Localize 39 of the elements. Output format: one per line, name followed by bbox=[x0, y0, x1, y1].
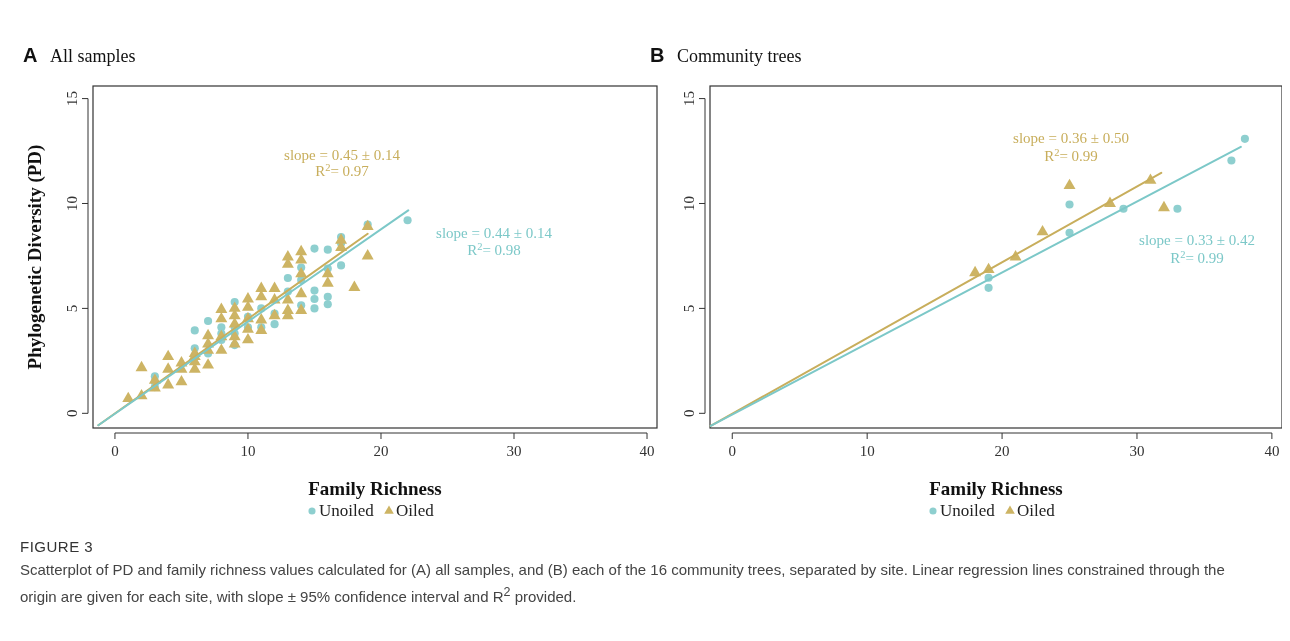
caption: FIGURE 3 bbox=[20, 538, 95, 555]
y-tick-label: 5 bbox=[681, 304, 697, 313]
x-tick-label: 30 bbox=[506, 443, 522, 459]
annotation: slope = 0.33 ± 0.42 bbox=[1139, 232, 1255, 248]
y-tick-label: 5 bbox=[64, 304, 80, 313]
x-axis-title: Family Richness bbox=[929, 478, 1063, 499]
x-tick-label: 10 bbox=[859, 443, 875, 459]
annotation: slope = 0.44 ± 0.14 bbox=[436, 225, 553, 241]
y-tick-label: 0 bbox=[681, 409, 697, 418]
annotation: R$^{2}$= 0.99 bbox=[1044, 146, 1098, 164]
annotation: slope = 0.45 ± 0.14 bbox=[284, 147, 401, 163]
x-tick-label: 0 bbox=[728, 443, 737, 459]
chart-subtitle: Community trees bbox=[677, 46, 802, 66]
legend-label: Unoiled bbox=[319, 501, 375, 520]
x-tick-label: 30 bbox=[1129, 443, 1145, 459]
x-tick-label: 0 bbox=[111, 443, 119, 459]
y-axis-title: Phylogenetic Diversity (PD) bbox=[24, 144, 46, 370]
annotation: R$^{2}$= 0.97 bbox=[315, 161, 370, 179]
text: Scatterplot of PD and family richness values calculated for (A) all samples, and (B) each of the 16 community trees, separated by site. Linear regression lines constrained through the origin are given for each site, with slope ± 95% confidence interval and R$^{2}$ provided. bbox=[20, 560, 1226, 607]
x-tick-label: 20 bbox=[373, 443, 389, 459]
x-axis-title: Family Richness bbox=[308, 478, 442, 499]
x-tick-label: 40 bbox=[639, 443, 655, 459]
y-tick-label: 15 bbox=[64, 91, 80, 107]
chart-title: A bbox=[23, 44, 38, 66]
x-tick-label: 20 bbox=[994, 443, 1010, 459]
chart-subtitle: All samples bbox=[50, 46, 136, 66]
annotation: R$^{2}$= 0.98 bbox=[467, 240, 521, 258]
y-tick-label: 15 bbox=[681, 91, 697, 107]
x-tick-label: 10 bbox=[240, 443, 256, 459]
annotation: R$^{2}$= 0.99 bbox=[1170, 248, 1224, 266]
y-tick-label: 0 bbox=[64, 409, 80, 418]
legend-label: Oiled bbox=[1017, 501, 1056, 520]
y-tick-label: 10 bbox=[681, 196, 697, 211]
legend-label: Oiled bbox=[396, 501, 435, 520]
x-tick-label: 40 bbox=[1264, 443, 1280, 459]
annotation: slope = 0.36 ± 0.50 bbox=[1013, 130, 1129, 146]
y-tick-label: 10 bbox=[64, 196, 80, 211]
chart-title: B bbox=[650, 44, 665, 66]
legend-label: Unoiled bbox=[940, 501, 996, 520]
